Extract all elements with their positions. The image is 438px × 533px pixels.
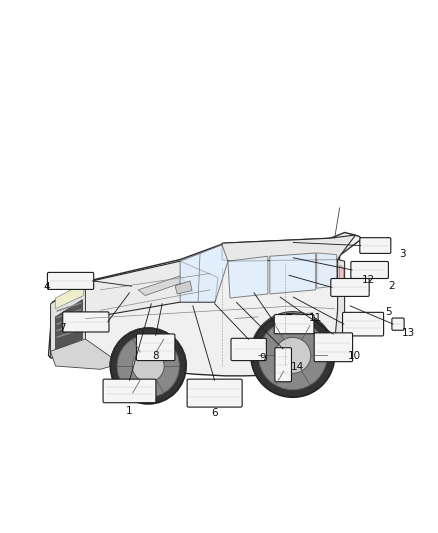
Polygon shape [222, 235, 356, 261]
Polygon shape [317, 253, 337, 288]
Text: 11: 11 [308, 313, 321, 323]
Text: 8: 8 [152, 351, 159, 361]
FancyBboxPatch shape [392, 318, 404, 330]
Polygon shape [56, 300, 82, 350]
Text: 2: 2 [388, 281, 395, 291]
Text: 10: 10 [348, 351, 361, 361]
Polygon shape [339, 265, 343, 294]
FancyBboxPatch shape [187, 379, 242, 407]
Text: 6: 6 [211, 408, 218, 418]
FancyBboxPatch shape [47, 272, 94, 289]
Circle shape [117, 335, 179, 397]
Text: 4: 4 [43, 282, 50, 293]
FancyBboxPatch shape [63, 312, 109, 332]
Polygon shape [57, 296, 81, 305]
FancyBboxPatch shape [275, 348, 291, 382]
Polygon shape [293, 260, 345, 368]
Polygon shape [57, 302, 81, 312]
Polygon shape [57, 309, 81, 319]
Polygon shape [175, 281, 192, 294]
FancyBboxPatch shape [351, 262, 389, 279]
Polygon shape [53, 261, 218, 339]
Polygon shape [270, 253, 316, 294]
Text: 1: 1 [126, 407, 133, 416]
FancyBboxPatch shape [314, 333, 353, 362]
FancyBboxPatch shape [103, 379, 156, 403]
FancyBboxPatch shape [231, 338, 266, 361]
FancyBboxPatch shape [343, 312, 384, 336]
Text: 7: 7 [60, 322, 66, 333]
Polygon shape [138, 276, 185, 296]
Text: 3: 3 [399, 249, 406, 259]
Polygon shape [50, 281, 85, 358]
Text: 5: 5 [385, 308, 392, 317]
Text: 14: 14 [291, 362, 304, 372]
Polygon shape [49, 232, 361, 376]
Polygon shape [57, 328, 81, 338]
Polygon shape [228, 256, 268, 298]
Polygon shape [57, 322, 81, 332]
Polygon shape [180, 245, 228, 302]
Polygon shape [63, 343, 81, 356]
Circle shape [275, 337, 311, 373]
Text: 13: 13 [402, 328, 416, 338]
Circle shape [132, 350, 164, 382]
Ellipse shape [53, 311, 280, 322]
Circle shape [258, 321, 327, 390]
Text: 12: 12 [362, 274, 375, 285]
Circle shape [110, 328, 186, 404]
FancyBboxPatch shape [274, 314, 314, 334]
FancyBboxPatch shape [331, 279, 369, 296]
FancyBboxPatch shape [360, 238, 391, 253]
Polygon shape [57, 315, 81, 325]
Polygon shape [56, 284, 83, 309]
Text: 9: 9 [259, 353, 266, 363]
FancyBboxPatch shape [137, 334, 175, 361]
Polygon shape [50, 339, 120, 369]
Circle shape [251, 313, 335, 397]
